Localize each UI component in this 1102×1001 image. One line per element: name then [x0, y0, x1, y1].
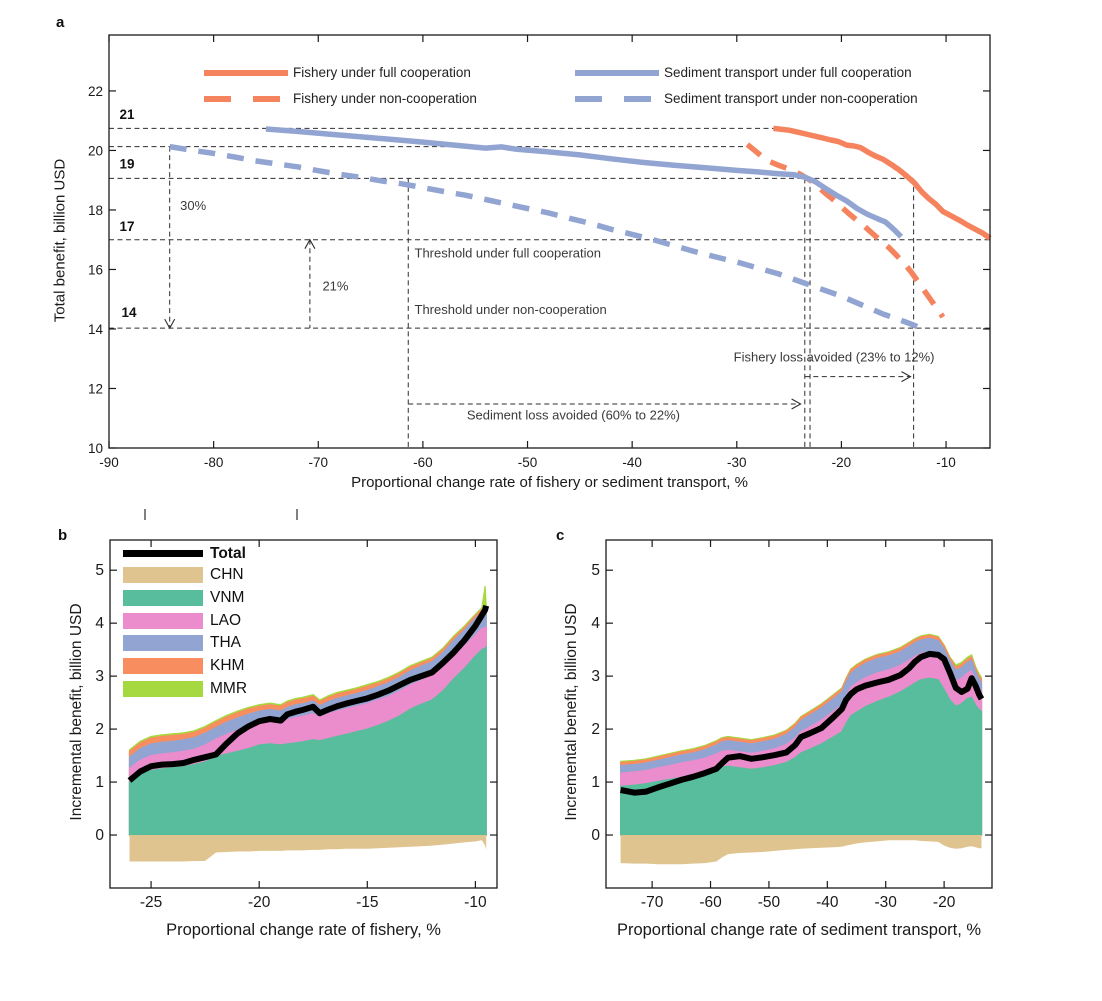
- legend-swatch-vnm: [123, 590, 203, 606]
- total-line: [620, 650, 985, 796]
- panel-b-xaxis-label: Proportional change rate of fishery, %: [166, 921, 441, 939]
- legend-swatch-chn: [123, 567, 203, 583]
- legend-label-chn: CHN: [210, 566, 244, 583]
- legend-label-khm: KHM: [210, 657, 245, 674]
- x-tick-label: -70: [309, 455, 329, 470]
- axis-box: [605, 539, 993, 889]
- area-chn: [620, 835, 982, 865]
- y-tick-label: 22: [88, 84, 103, 99]
- panel-a-letter: a: [56, 14, 65, 31]
- legend-swatch-sediment-full: [575, 70, 659, 76]
- arrowhead-right: [791, 398, 802, 410]
- x-tick-label: -20: [933, 894, 956, 911]
- x-tick-label: -40: [816, 894, 839, 911]
- y-tick-label: 16: [88, 262, 103, 277]
- legend-label-tha: THA: [210, 634, 241, 651]
- legend-label-mmr: MMR: [210, 680, 248, 697]
- annotation-text: 19: [119, 156, 134, 171]
- x-tick-label: -20: [832, 455, 852, 470]
- axis-box: [109, 539, 498, 889]
- x-tick-label: -80: [204, 455, 224, 470]
- y-tick-label: 18: [88, 203, 103, 218]
- legend-swatch-fishery-non: [204, 96, 288, 102]
- annotation-text: 14: [122, 305, 138, 320]
- legend-label-vnm: VNM: [210, 589, 245, 606]
- series-line: [169, 143, 921, 330]
- annotation-text: Threshold under full cooperation: [415, 246, 601, 261]
- x-tick-label: -60: [413, 455, 433, 470]
- y-tick-label: 4: [95, 615, 104, 632]
- panel-c-yaxis-label: Incremental benefit, billion USD: [563, 603, 580, 821]
- y-tick-label: 5: [95, 562, 104, 579]
- y-tick-label: 10: [88, 441, 103, 456]
- x-tick-label: -25: [140, 894, 162, 911]
- area-vnm: [128, 645, 487, 836]
- y-tick-label: 0: [591, 827, 600, 844]
- panel-a-yaxis-label: Total benefit, billion USD: [51, 158, 69, 323]
- legend-swatch-sediment-non: [575, 96, 659, 102]
- y-tick-label: 1: [591, 774, 600, 791]
- x-tick-label: -60: [699, 894, 722, 911]
- x-tick-label: -50: [518, 455, 538, 470]
- series-line: [265, 126, 904, 239]
- series-line: [773, 125, 992, 241]
- legend-swatch-khm: [123, 658, 203, 674]
- y-tick-label: 2: [591, 721, 600, 738]
- annotation-text: 21%: [322, 278, 348, 293]
- y-tick-label: 1: [95, 774, 104, 791]
- panel-c-letter: c: [556, 527, 565, 544]
- y-tick-label: 20: [88, 143, 103, 158]
- x-tick-label: -40: [622, 455, 642, 470]
- series-line: [745, 142, 946, 319]
- legend-label-lao: LAO: [210, 612, 242, 629]
- x-tick-label: -15: [356, 894, 378, 911]
- y-tick-label: 14: [88, 322, 104, 337]
- legend-label-sediment-full: Sediment transport under full cooperatio…: [664, 65, 912, 80]
- annotation-text: Fishery loss avoided (23% to 12%): [734, 350, 935, 365]
- x-tick-label: -10: [464, 894, 487, 911]
- x-tick-label: -70: [641, 894, 664, 911]
- arrowhead-down: [164, 318, 176, 330]
- x-tick-label: -10: [936, 455, 956, 470]
- panel-a-xaxis-label: Proportional change rate of fishery or s…: [351, 474, 748, 491]
- legend-label-total: Total: [210, 545, 246, 562]
- y-tick-label: 3: [95, 668, 104, 685]
- x-tick-label: -50: [758, 894, 781, 911]
- legend-label-fishery-full: Fishery under full cooperation: [293, 65, 471, 80]
- annotation-text: Threshold under non-cooperation: [415, 302, 607, 317]
- arrowhead-right: [901, 371, 912, 383]
- panel-c-xaxis-label: Proportional change rate of sediment tra…: [616, 921, 982, 939]
- x-tick-label: -30: [875, 894, 898, 911]
- x-tick-label: -90: [99, 455, 119, 470]
- annotation-text: 17: [119, 219, 134, 234]
- y-tick-label: 12: [88, 381, 103, 396]
- legend-swatch-tha: [123, 635, 203, 651]
- arrowhead-up: [304, 238, 316, 249]
- legend-swatch-fishery-full: [204, 70, 288, 76]
- legend-swatch-total: [123, 550, 203, 557]
- axis-box: [108, 34, 991, 449]
- y-tick-label: 4: [591, 615, 600, 632]
- y-tick-label: 0: [95, 827, 104, 844]
- annotation-text: Sediment loss avoided (60% to 22%): [467, 408, 680, 423]
- y-tick-label: 5: [591, 562, 600, 579]
- total-line: [127, 604, 490, 783]
- area-chn: [129, 835, 487, 862]
- annotation-text: 21: [119, 107, 135, 122]
- panel-b-yaxis-label: Incremental benefit, billion USD: [68, 603, 85, 821]
- legend-label-sediment-non: Sediment transport under non-cooperation: [664, 91, 918, 106]
- legend-swatch-mmr: [123, 681, 203, 697]
- annotation-text: 30%: [180, 198, 206, 213]
- x-tick-label: -20: [248, 894, 271, 911]
- x-tick-label: -30: [727, 455, 747, 470]
- panel-b-letter: b: [58, 527, 68, 544]
- y-tick-label: 2: [95, 721, 104, 738]
- y-tick-label: 3: [591, 668, 600, 685]
- legend-swatch-lao: [123, 613, 203, 629]
- legend-label-fishery-non: Fishery under non-cooperation: [293, 91, 477, 106]
